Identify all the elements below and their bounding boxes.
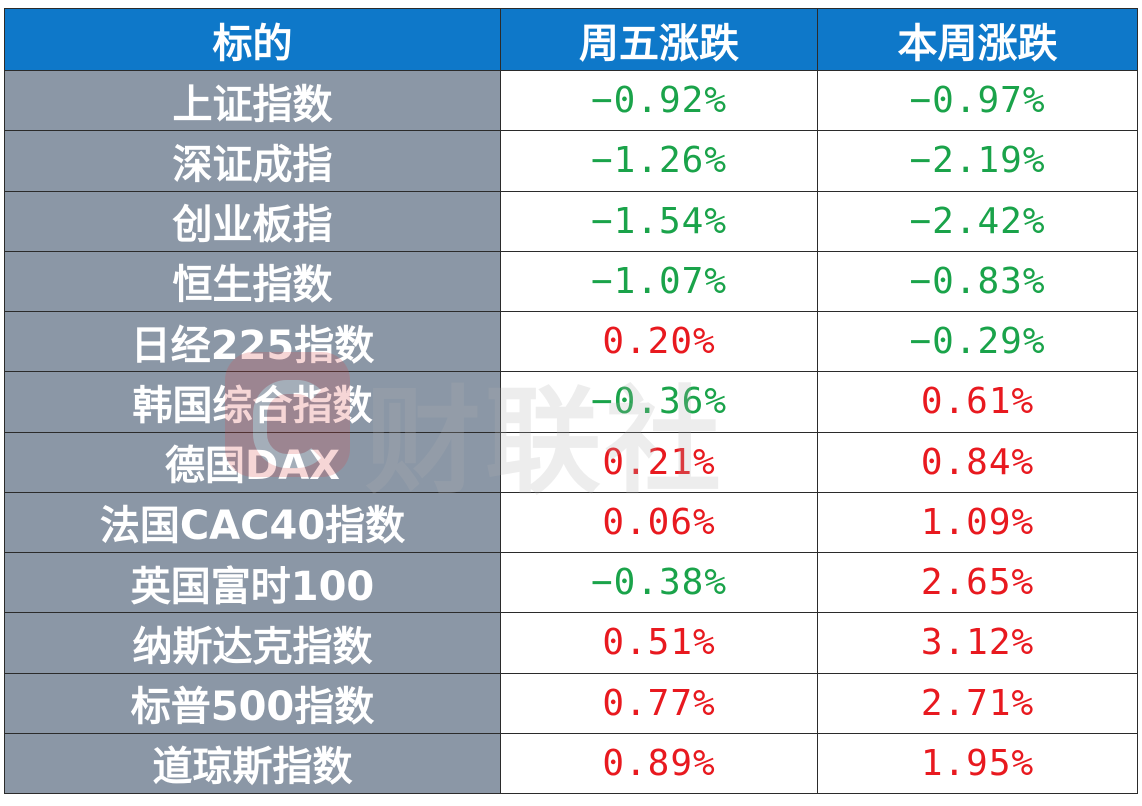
table-row: 创业板指 −1.54% −2.42% — [4, 190, 1138, 252]
table-row: 韩国综合指数 −0.36% 0.61% — [4, 371, 1138, 433]
friday-change-cell: −0.92% — [500, 69, 818, 132]
friday-change-cell: 0.89% — [500, 732, 818, 795]
market-table-container: 标的 周五涨跌 本周涨跌 上证指数 −0.92% −0.97% 深证成指 −1.26% −… — [4, 8, 1138, 795]
friday-change-cell: 0.51% — [500, 612, 818, 674]
index-name-cell: 韩国综合指数 — [4, 371, 501, 433]
table-row: 英国富时100 −0.38% 2.65% — [4, 551, 1138, 614]
table-row: 日经225指数 0.20% −0.29% — [4, 310, 1138, 373]
table-row: 纳斯达克指数 0.51% 3.12% — [4, 612, 1138, 674]
table-row: 道琼斯指数 0.89% 1.95% — [4, 732, 1138, 795]
table-row: 深证成指 −1.26% −2.19% — [4, 130, 1138, 192]
week-change-cell: 1.95% — [817, 732, 1138, 795]
friday-change-cell: −1.26% — [500, 130, 818, 192]
header-friday-change: 周五涨跌 — [500, 8, 818, 71]
week-change-cell: 2.65% — [817, 551, 1138, 614]
header-week-change: 本周涨跌 — [817, 8, 1138, 71]
index-name-cell: 道琼斯指数 — [4, 732, 501, 795]
friday-change-cell: 0.77% — [500, 672, 818, 734]
index-name-cell: 德国DAX — [4, 431, 501, 493]
week-change-cell: 0.61% — [817, 371, 1138, 433]
index-name-cell: 深证成指 — [4, 130, 501, 192]
table-row: 德国DAX 0.21% 0.84% — [4, 431, 1138, 493]
header-index-name: 标的 — [4, 8, 501, 71]
week-change-cell: −0.29% — [817, 310, 1138, 373]
week-change-cell: −2.42% — [817, 190, 1138, 252]
week-change-cell: 1.09% — [817, 491, 1138, 554]
market-performance-table: 标的 周五涨跌 本周涨跌 上证指数 −0.92% −0.97% 深证成指 −1.26% −… — [4, 8, 1138, 795]
index-name-cell: 法国CAC40指数 — [4, 491, 501, 554]
week-change-cell: −0.83% — [817, 250, 1138, 313]
week-change-cell: −0.97% — [817, 69, 1138, 132]
week-change-cell: 2.71% — [817, 672, 1138, 734]
index-name-cell: 日经225指数 — [4, 310, 501, 373]
table-header: 标的 周五涨跌 本周涨跌 — [4, 8, 1138, 71]
friday-change-cell: 0.21% — [500, 431, 818, 493]
index-name-cell: 上证指数 — [4, 69, 501, 132]
table-row: 法国CAC40指数 0.06% 1.09% — [4, 491, 1138, 554]
table-row: 标普500指数 0.77% 2.71% — [4, 672, 1138, 734]
friday-change-cell: −1.54% — [500, 190, 818, 252]
index-name-cell: 英国富时100 — [4, 551, 501, 614]
friday-change-cell: −0.38% — [500, 551, 818, 614]
friday-change-cell: 0.20% — [500, 310, 818, 373]
table-row: 恒生指数 −1.07% −0.83% — [4, 250, 1138, 313]
index-name-cell: 纳斯达克指数 — [4, 612, 501, 674]
friday-change-cell: −1.07% — [500, 250, 818, 313]
week-change-cell: −2.19% — [817, 130, 1138, 192]
week-change-cell: 0.84% — [817, 431, 1138, 493]
header-row: 标的 周五涨跌 本周涨跌 — [4, 8, 1138, 71]
table-row: 上证指数 −0.92% −0.97% — [4, 69, 1138, 132]
index-name-cell: 创业板指 — [4, 190, 501, 252]
friday-change-cell: −0.36% — [500, 371, 818, 433]
friday-change-cell: 0.06% — [500, 491, 818, 554]
table-body: 上证指数 −0.92% −0.97% 深证成指 −1.26% −2.19% 创业板指 −1.5… — [4, 69, 1138, 795]
index-name-cell: 恒生指数 — [4, 250, 501, 313]
index-name-cell: 标普500指数 — [4, 672, 501, 734]
week-change-cell: 3.12% — [817, 612, 1138, 674]
